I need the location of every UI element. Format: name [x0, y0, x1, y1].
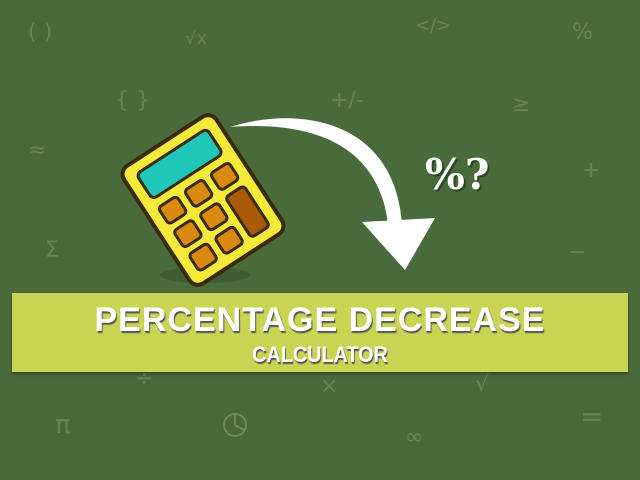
infinity-symbol: ∞: [405, 425, 424, 450]
plus-symbol: +: [582, 158, 601, 183]
percent-symbol: %: [572, 20, 593, 45]
plus-minus-symbol: +/-: [330, 88, 364, 113]
gte-symbol: ≥: [512, 92, 531, 117]
calculator-screen: [136, 128, 223, 199]
code-symbol: </>: [415, 15, 452, 36]
parentheses-symbol: ( ): [28, 20, 53, 45]
percent-question-badge: %?: [425, 150, 490, 199]
times-symbol: ×: [320, 374, 339, 399]
sqrt-symbol: √x: [185, 28, 208, 49]
approx-symbol: ≈: [28, 138, 47, 163]
minus-symbol: −: [568, 240, 587, 265]
divide-symbol: ÷: [135, 366, 154, 391]
subtitle: CALCULATOR: [252, 342, 388, 367]
title: PERCENTAGE DECREASE: [94, 301, 546, 339]
title-banner: PERCENTAGE DECREASE CALCULATOR: [12, 293, 628, 372]
pi-symbol: π: [55, 410, 71, 440]
curved-arrow-icon: [230, 118, 435, 270]
calculator-icon: [120, 113, 286, 287]
root-symbol: √: [475, 372, 490, 397]
sigma-symbol: Σ: [45, 238, 59, 263]
equals-symbol: =: [580, 400, 604, 433]
pie-chart-icon: [223, 413, 247, 437]
braces-symbol: { }: [115, 88, 150, 113]
